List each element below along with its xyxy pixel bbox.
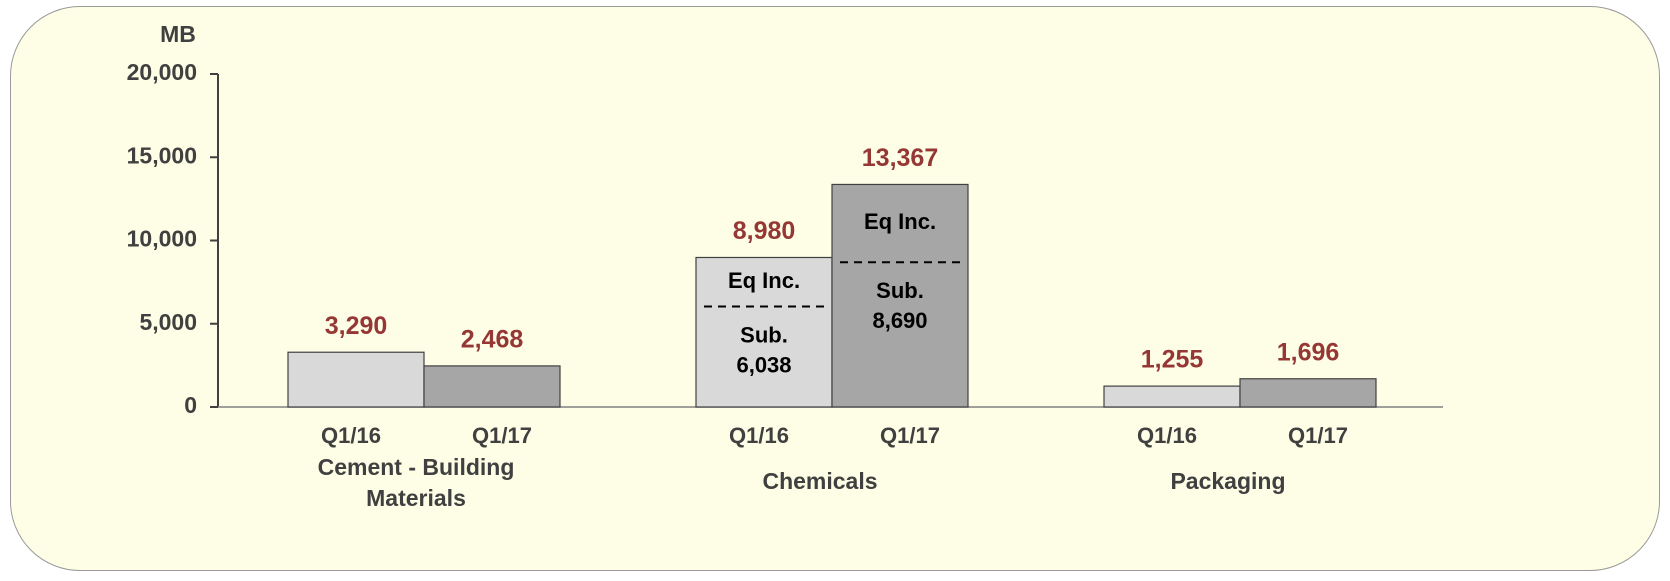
value-label: 2,468	[461, 326, 524, 354]
series-label: Q1/17	[472, 423, 532, 448]
bar	[1239, 378, 1377, 408]
segment-value-label: 6,038	[736, 352, 791, 377]
y-axis-label: MB	[160, 21, 196, 47]
y-tick-label: 10,000	[127, 226, 197, 252]
series-label: Q1/16	[1137, 423, 1197, 448]
series-label: Q1/16	[321, 423, 381, 448]
value-label: 3,290	[325, 312, 388, 340]
series-label: Q1/17	[880, 423, 940, 448]
y-tick-label: 5,000	[139, 309, 197, 335]
y-tick-label: 20,000	[127, 59, 197, 85]
value-label: 8,980	[733, 217, 796, 245]
y-tick-label: 15,000	[127, 142, 197, 168]
segment-label: Eq Inc.	[864, 209, 936, 234]
category-label: Chemicals	[762, 468, 878, 494]
value-label: 1,255	[1141, 346, 1204, 374]
segment-label: Sub.	[876, 278, 924, 303]
bar	[831, 183, 969, 408]
bar	[1103, 385, 1241, 408]
segment-value-label: 8,690	[872, 308, 927, 333]
category-label: Cement - Building Materials	[317, 454, 515, 511]
value-label: 1,696	[1277, 338, 1340, 366]
bar	[423, 365, 561, 408]
series-label: Q1/16	[729, 423, 789, 448]
series-label: Q1/17	[1288, 423, 1348, 448]
category-label: Packaging	[1170, 468, 1286, 494]
segment-label: Eq Inc.	[728, 268, 800, 293]
y-tick-label: 0	[184, 392, 197, 418]
bar	[695, 256, 833, 408]
bar	[287, 351, 425, 408]
segment-label: Sub.	[740, 322, 788, 347]
value-label: 13,367	[862, 144, 938, 172]
